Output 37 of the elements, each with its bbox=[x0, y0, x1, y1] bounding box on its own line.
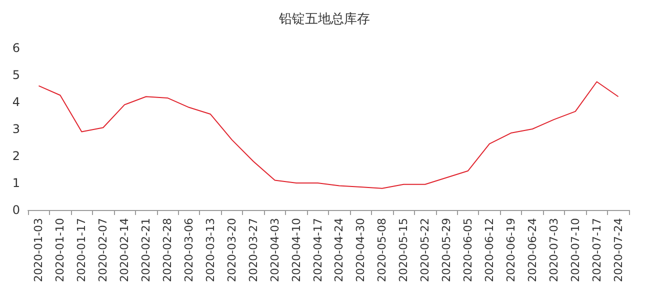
x-tick-label: 2020-01-17 bbox=[75, 218, 88, 282]
x-tick-label: 2020-03-06 bbox=[182, 218, 196, 282]
y-tick-label: 2 bbox=[12, 149, 20, 163]
x-tick-label: 2020-07-03 bbox=[547, 218, 560, 282]
x-tick-label: 2020-04-24 bbox=[332, 218, 346, 282]
x-tick-label: 2020-04-10 bbox=[290, 218, 303, 282]
x-tick-label: 2020-07-10 bbox=[568, 218, 582, 282]
x-tick-label: 2020-07-24 bbox=[612, 218, 625, 282]
x-tick-label: 2020-03-27 bbox=[246, 218, 260, 282]
x-tick-label: 2020-06-24 bbox=[526, 218, 539, 282]
x-tick-label: 2020-07-17 bbox=[590, 218, 604, 282]
x-tick-label: 2020-01-10 bbox=[54, 218, 67, 282]
x-tick-label: 2020-01-03 bbox=[32, 218, 46, 282]
x-tick-label: 2020-04-17 bbox=[311, 218, 324, 282]
y-tick-label: 5 bbox=[12, 68, 20, 82]
x-tick-label: 2020-05-15 bbox=[397, 218, 410, 282]
x-tick-label: 2020-02-21 bbox=[140, 218, 153, 282]
y-tick-label: 4 bbox=[12, 95, 20, 109]
x-tick-label: 2020-03-20 bbox=[225, 218, 238, 282]
x-tick-label: 2020-02-28 bbox=[161, 218, 174, 282]
x-tick-label: 2020-02-14 bbox=[118, 218, 132, 282]
x-tick-label: 2020-06-12 bbox=[482, 218, 496, 282]
x-tick-label: 2020-04-03 bbox=[268, 218, 282, 282]
x-tick-label: 2020-02-07 bbox=[96, 218, 110, 282]
x-tick-label: 2020-05-22 bbox=[418, 218, 432, 282]
y-tick-label: 0 bbox=[12, 203, 20, 217]
x-tick-label: 2020-06-05 bbox=[462, 218, 475, 282]
line-series bbox=[38, 81, 619, 189]
y-tick-label: 3 bbox=[12, 122, 20, 136]
x-tick-label: 2020-05-29 bbox=[440, 218, 454, 282]
y-tick-label: 6 bbox=[12, 41, 20, 55]
x-tick-label: 2020-03-13 bbox=[204, 218, 217, 282]
x-tick-label: 2020-06-19 bbox=[504, 218, 518, 282]
x-tick-label: 2020-05-08 bbox=[376, 218, 389, 282]
x-tick-label: 2020-04-30 bbox=[354, 218, 368, 282]
chart-title: 铅锭五地总库存 bbox=[278, 12, 370, 27]
y-tick-label: 1 bbox=[12, 176, 20, 190]
